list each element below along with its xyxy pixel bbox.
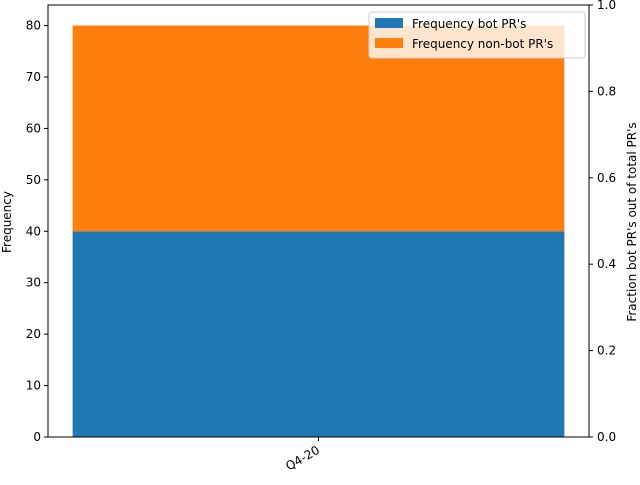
x-axis: Q4-20 [283, 437, 322, 473]
left-tick-label: 50 [26, 173, 41, 187]
left-y-axis: 0 10 20 30 40 50 60 70 80 [26, 19, 48, 444]
left-tick-label: 20 [26, 327, 41, 341]
bars-layer [72, 25, 565, 437]
left-tick-label: 40 [26, 224, 41, 238]
legend: Frequency bot PR's Frequency non-bot PR's [368, 11, 586, 59]
left-tick-label: 0 [33, 430, 41, 444]
left-tick-label: 80 [26, 19, 41, 33]
right-tick-label: 0.8 [597, 84, 616, 98]
right-tick-label: 1.0 [597, 0, 616, 12]
x-tick-label: Q4-20 [283, 443, 322, 473]
legend-swatch [375, 38, 403, 48]
legend-swatch [375, 18, 403, 28]
left-tick-label: 70 [26, 70, 41, 84]
right-tick-label: 0.2 [597, 344, 616, 358]
right-axis-title: Fraction bot PR's out of total PR's [625, 122, 639, 321]
left-tick-label: 60 [26, 121, 41, 135]
left-tick-label: 30 [26, 276, 41, 290]
right-tick-label: 0.6 [597, 171, 616, 185]
right-y-axis: 0.0 0.2 0.4 0.6 0.8 1.0 [589, 0, 616, 444]
left-tick-label: 10 [26, 379, 41, 393]
legend-box [368, 11, 586, 59]
right-tick-label: 0.0 [597, 430, 616, 444]
legend-label: Frequency non-bot PR's [412, 37, 553, 51]
bar-bot-0 [72, 231, 565, 437]
legend-label: Frequency bot PR's [412, 17, 526, 31]
bar-non-bot-0 [72, 25, 565, 232]
left-axis-title: Frequency [0, 191, 14, 253]
right-tick-label: 0.4 [597, 257, 616, 271]
